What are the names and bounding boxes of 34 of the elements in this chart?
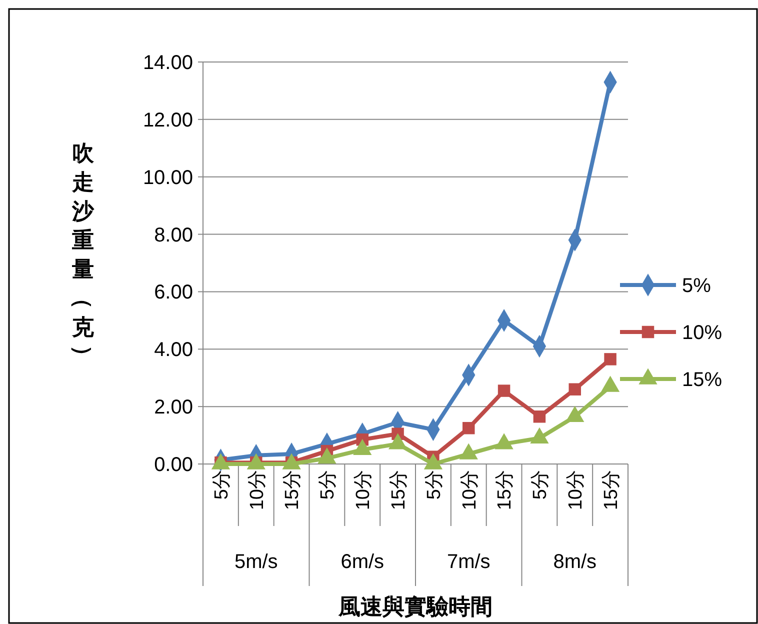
legend-label: 5%	[682, 275, 712, 297]
y-tick-label: 10.00	[142, 166, 193, 189]
text: 5m/s	[234, 551, 278, 573]
text: 7m/s	[446, 551, 490, 573]
x-tick-label: 10分	[246, 470, 268, 510]
x-tick-label: 5分	[318, 470, 339, 500]
y-tick-label: 4.00	[154, 339, 193, 362]
y-tick-label: 2.00	[154, 396, 193, 419]
point	[462, 422, 475, 434]
point	[568, 383, 581, 396]
x-tick-label: 5分	[424, 470, 445, 500]
point	[604, 353, 616, 366]
x-tick-label: 15分	[494, 470, 516, 510]
x-tick-label: 5分	[530, 470, 552, 500]
x-tick-label: 5分	[211, 470, 232, 500]
x-tick-label: 10分	[459, 470, 480, 510]
legend-label: 15%	[682, 369, 722, 391]
x-axis-title: 風速與實驗時間	[338, 594, 492, 619]
y-axis-title: 吹走沙重量（克）	[70, 140, 96, 367]
x-tick-label: 10分	[353, 470, 374, 510]
x-tick-label: 15分	[282, 470, 304, 510]
x-tick-label: 15分	[388, 470, 410, 510]
y-tick-label: 6.00	[154, 282, 193, 304]
text: 8m/s	[553, 551, 597, 573]
point	[498, 384, 510, 397]
y-tick-label: 12.00	[142, 109, 193, 132]
x-tick-label: 10分	[566, 470, 587, 510]
y-tick-label: 8.00	[154, 224, 193, 246]
point	[533, 410, 546, 423]
text: 6m/s	[340, 551, 384, 573]
x-tick-label: 15分	[600, 470, 622, 510]
y-tick-label: 0.00	[154, 454, 193, 476]
y-tick-label: 14.00	[142, 52, 193, 74]
legend-label: 10%	[682, 322, 722, 344]
